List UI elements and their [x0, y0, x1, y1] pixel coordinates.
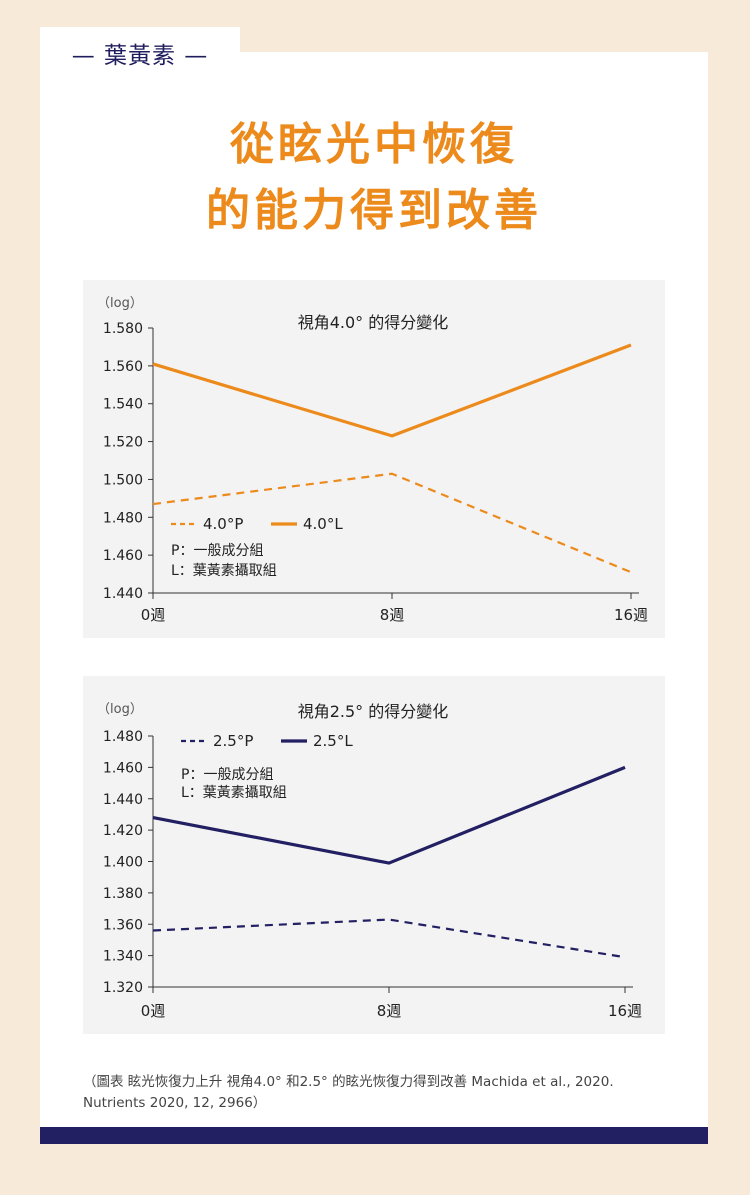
x-tick-label: 0週 [141, 606, 166, 624]
chart-panel-4deg: 視角4.0° 的得分變化 （log） 1.580 1.560 1.540 1.520 1.5… [83, 280, 665, 638]
y-tick-label: 1.540 [103, 397, 143, 413]
y-tick-label: 1.560 [103, 359, 143, 375]
chart-4deg: 視角4.0° 的得分變化 （log） 1.580 1.560 1.540 1.520 1.5… [97, 296, 648, 624]
chart-2-5deg: 視角2.5° 的得分變化 （log） 1.480 1.460 1.440 1.420 1.4… [97, 702, 642, 1020]
legend-label: 4.0°P [203, 515, 243, 533]
y-tick-label: 1.480 [103, 510, 143, 526]
chart-title: 視角2.5° 的得分變化 [298, 702, 449, 721]
y-tick-label: 1.320 [103, 980, 143, 996]
legend-label: 2.5°L [313, 732, 353, 750]
figure-caption: （圖表 眩光恢復力上升 視角4.0° 和2.5° 的眩光恢復力得到改善 Mach… [83, 1074, 614, 1111]
y-axis-label: （log） [97, 702, 143, 717]
x-tick-label: 0週 [141, 1002, 166, 1020]
y-tick-label: 1.520 [103, 435, 143, 451]
legend-note: L：葉黃素攝取組 [181, 785, 287, 801]
chart-title: 視角4.0° 的得分變化 [298, 313, 449, 332]
section-tag: — 葉黃素 — [71, 43, 209, 69]
y-tick-label: 1.360 [103, 917, 143, 933]
legend-note: P：一般成分組 [181, 767, 273, 783]
page-title-line-1: 從眩光中恢復 [230, 119, 518, 170]
y-tick-label: 1.440 [103, 586, 143, 602]
x-tick-label: 8週 [380, 606, 405, 624]
legend-label: 4.0°L [303, 515, 343, 533]
y-tick-label: 1.420 [103, 823, 143, 839]
series-line-4.0°P [152, 472, 632, 574]
x-tick-label: 16週 [614, 606, 648, 624]
x-tick-label: 16週 [608, 1002, 642, 1020]
series-line-2.5°L [152, 765, 626, 865]
series-line-4.0°L [152, 343, 632, 438]
y-tick-label: 1.480 [103, 729, 143, 745]
series-line-2.5°P [152, 918, 626, 959]
legend-label: 2.5°P [213, 732, 253, 750]
y-tick-label: 1.500 [103, 472, 143, 488]
y-tick-label: 1.400 [103, 855, 143, 871]
y-tick-label: 1.340 [103, 949, 143, 965]
y-tick-label: 1.460 [103, 548, 143, 564]
y-tick-label: 1.380 [103, 886, 143, 902]
y-tick-label: 1.440 [103, 792, 143, 808]
y-axis-label: （log） [97, 296, 143, 311]
legend-note: P：一般成分組 [171, 543, 263, 559]
footer-bar [40, 1127, 708, 1144]
y-tick-label: 1.460 [103, 760, 143, 776]
section-tab [40, 27, 240, 77]
chart-panel-2-5deg: 視角2.5° 的得分變化 （log） 1.480 1.460 1.440 1.420 1.4… [83, 676, 665, 1034]
legend-note: L：葉黃素攝取組 [171, 563, 277, 579]
x-tick-label: 8週 [377, 1002, 402, 1020]
page-title-line-2: 的能力得到改善 [206, 185, 542, 236]
y-tick-label: 1.580 [103, 321, 143, 337]
